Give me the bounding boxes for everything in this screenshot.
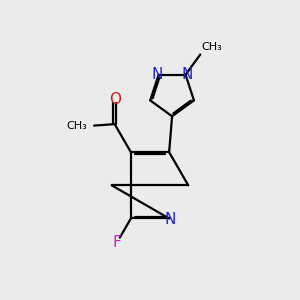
- Text: CH₃: CH₃: [202, 42, 223, 52]
- Text: CH₃: CH₃: [66, 121, 87, 130]
- Text: N: N: [152, 67, 163, 82]
- Text: F: F: [113, 235, 122, 250]
- Text: N: N: [165, 212, 176, 227]
- Text: N: N: [182, 67, 193, 82]
- Text: O: O: [109, 92, 121, 106]
